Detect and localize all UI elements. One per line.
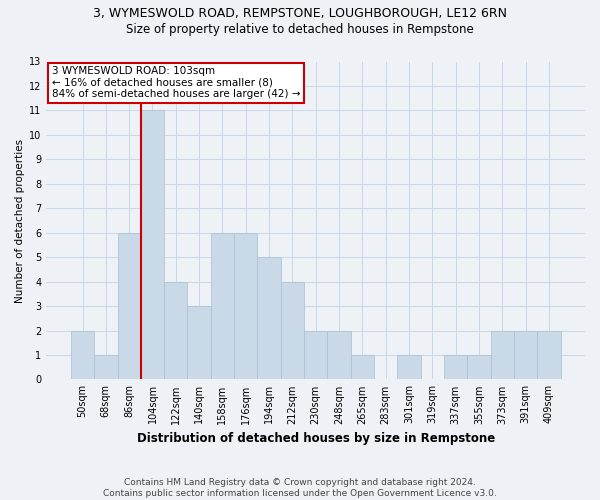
Bar [164,282,187,380]
Bar [514,330,537,380]
Bar [328,330,350,380]
Bar [281,282,304,380]
Bar [234,232,257,380]
Bar [491,330,514,380]
Bar [467,355,491,380]
Bar [444,355,467,380]
X-axis label: Distribution of detached houses by size in Rempstone: Distribution of detached houses by size … [137,432,495,445]
Y-axis label: Number of detached properties: Number of detached properties [15,138,25,302]
Bar [397,355,421,380]
Bar [211,232,234,380]
Bar [537,330,560,380]
Text: 3 WYMESWOLD ROAD: 103sqm
← 16% of detached houses are smaller (8)
84% of semi-de: 3 WYMESWOLD ROAD: 103sqm ← 16% of detach… [52,66,300,100]
Text: Size of property relative to detached houses in Rempstone: Size of property relative to detached ho… [126,22,474,36]
Bar [71,330,94,380]
Bar [94,355,118,380]
Bar [141,110,164,380]
Text: Contains HM Land Registry data © Crown copyright and database right 2024.
Contai: Contains HM Land Registry data © Crown c… [103,478,497,498]
Bar [118,232,141,380]
Bar [304,330,328,380]
Bar [350,355,374,380]
Bar [187,306,211,380]
Text: 3, WYMESWOLD ROAD, REMPSTONE, LOUGHBOROUGH, LE12 6RN: 3, WYMESWOLD ROAD, REMPSTONE, LOUGHBOROU… [93,8,507,20]
Bar [257,257,281,380]
